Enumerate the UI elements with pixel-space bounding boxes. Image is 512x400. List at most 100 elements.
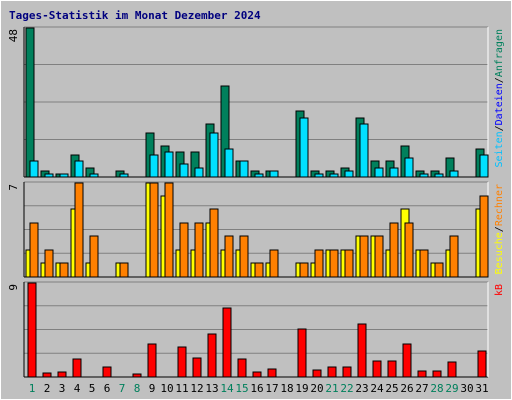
bar-bottom-kb-day-11 [177,346,187,378]
bar-middle-rechner-day-11 [179,222,189,278]
bar-bottom-kb-day-21 [327,366,337,378]
x-tick-label-day-13: 13 [205,382,218,395]
bar-top-seiten-day-1 [29,160,39,178]
x-tick-label-day-14: 14 [220,382,234,395]
x-tick-label-day-26: 26 [400,382,413,395]
bar-bottom-kb-day-20 [312,369,322,378]
bar-bottom-kb-day-2 [42,372,52,378]
bar-top-seiten-day-7 [119,173,129,178]
panel-middle: 7 Besuche/Rechner [7,181,505,278]
bar-top-seiten-day-15 [239,160,249,178]
legend-separator: / [494,226,505,232]
bar-bottom-kb-day-17 [267,368,277,378]
bar-middle-rechner-day-31 [479,195,489,278]
x-tick-label-day-18: 18 [280,382,293,395]
x-tick-label-day-24: 24 [370,382,384,395]
bar-bottom-kb-day-31 [477,350,487,378]
bar-bottom-kb-day-26 [402,343,412,378]
bar-bottom-kb-day-22 [342,366,352,378]
x-tick-label-day-10: 10 [160,382,173,395]
bar-top-seiten-day-24 [374,167,384,178]
x-tick-label-day-15: 15 [235,382,248,395]
bar-top-seiten-day-20 [314,173,324,178]
legend-item-besuche: Besuche [494,232,505,274]
bar-middle-rechner-day-25 [389,222,399,278]
bar-bottom-kb-day-3 [57,371,67,378]
bar-bottom-kb-day-23 [357,323,367,378]
panel-bottom: 9 kB [7,281,505,378]
legend-item-dateien: Dateien [494,83,505,125]
bar-middle-rechner-day-15 [239,235,249,278]
bar-top-seiten-day-2 [44,173,54,178]
bar-middle-rechner-day-10 [164,182,174,278]
x-tick-label-day-29: 29 [445,382,458,395]
bar-middle-rechner-day-26 [404,222,414,278]
x-tick-label-day-11: 11 [175,382,188,395]
x-tick-label-day-20: 20 [310,382,323,395]
panel-top: 48 Seiten/Dateien/Anfragen [7,26,505,178]
bar-top-seiten-day-3 [59,173,69,178]
bar-top-seiten-day-5 [89,173,99,178]
bar-middle-rechner-day-24 [374,235,384,278]
y-max-label: 9 [7,284,20,291]
bar-middle-rechner-day-19 [299,262,309,278]
x-tick-label-day-22: 22 [340,382,353,395]
bar-top-seiten-day-31 [479,154,489,178]
bar-top-seiten-day-11 [179,163,189,178]
legend-item-rechner: Rechner [494,184,505,226]
bar-middle-rechner-day-3 [59,262,69,278]
bar-middle-rechner-day-14 [224,235,234,278]
x-tick-label-day-31: 31 [475,382,488,395]
x-tick-label-day-16: 16 [250,382,263,395]
bar-middle-rechner-day-27 [419,249,429,278]
bar-top-seiten-day-28 [434,173,444,178]
bar-bottom-kb-day-28 [432,370,442,378]
bar-bottom-kb-day-6 [102,366,112,378]
x-tick-label-day-6: 6 [104,382,111,395]
bar-top-seiten-day-22 [344,170,354,178]
bar-bottom-kb-day-15 [237,358,247,378]
y-max-label: 48 [7,29,20,42]
bar-top-seiten-day-21 [329,173,339,178]
bar-middle-rechner-day-23 [359,235,369,278]
bar-middle-rechner-day-22 [344,249,354,278]
bar-top-seiten-day-4 [74,160,84,178]
bar-bottom-kb-day-14 [222,307,232,378]
legend-item-seiten: Seiten [494,131,505,167]
x-tick-label-day-5: 5 [89,382,96,395]
bar-top-seiten-day-16 [254,173,264,178]
bar-middle-rechner-day-9 [149,182,159,278]
x-tick-label-day-2: 2 [44,382,51,395]
x-tick-label-day-25: 25 [385,382,398,395]
x-tick-label-day-9: 9 [149,382,156,395]
x-tick-label-day-30: 30 [460,382,473,395]
bar-bottom-kb-day-29 [447,361,457,378]
legend-top: Seiten/Dateien/Anfragen [494,29,505,168]
bar-middle-rechner-day-7 [119,262,129,278]
bar-top-seiten-day-12 [194,167,204,178]
bar-middle-rechner-day-17 [269,249,279,278]
bar-bottom-kb-day-4 [72,358,82,378]
bar-top-seiten-day-27 [419,173,429,178]
bar-bottom-kb-day-27 [417,370,427,378]
x-tick-label-day-8: 8 [134,382,141,395]
x-tick-label-day-19: 19 [295,382,308,395]
bar-top-seiten-day-29 [449,170,459,178]
bar-top-anfragen-day-1 [25,27,35,178]
x-tick-label-day-12: 12 [190,382,203,395]
bar-bottom-kb-day-13 [207,333,217,378]
bar-top-seiten-day-25 [389,167,399,178]
x-tick-label-day-17: 17 [265,382,278,395]
bar-top-seiten-day-14 [224,148,234,178]
x-tick-label-day-4: 4 [74,382,81,395]
bar-bottom-kb-day-9 [147,343,157,378]
bar-bottom-kb-day-25 [387,360,397,378]
x-tick-label-day-3: 3 [59,382,66,395]
bar-middle-rechner-day-5 [89,235,99,278]
legend-separator: / [494,125,505,131]
bar-middle-rechner-day-4 [74,182,84,278]
bar-top-seiten-day-23 [359,123,369,178]
legend-separator: / [494,77,505,83]
bar-top-seiten-day-10 [164,151,174,178]
